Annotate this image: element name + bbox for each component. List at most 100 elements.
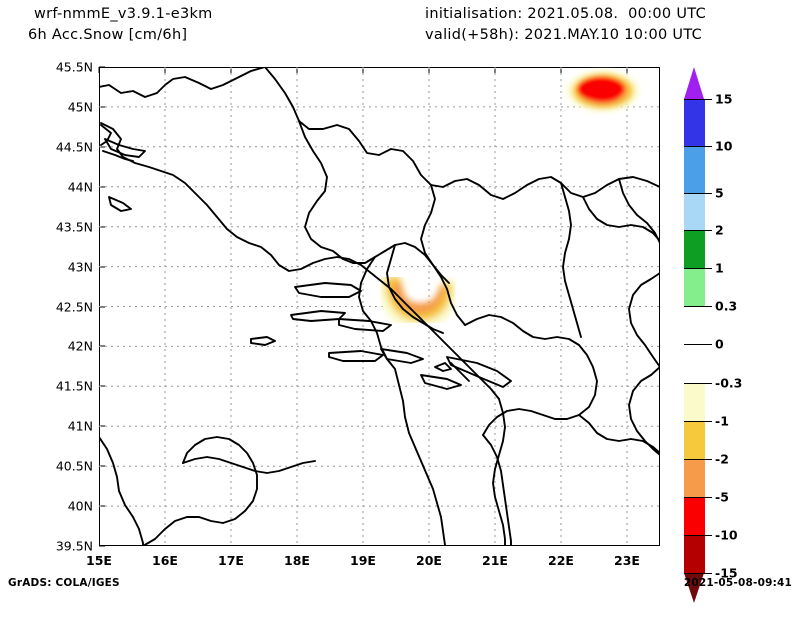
colorbar-arrow-bottom — [684, 573, 704, 603]
colorbar-tick-mark — [705, 497, 712, 498]
colorbar-tick-label: 15 — [715, 91, 733, 107]
colorbar-tick-label: -0.3 — [715, 375, 743, 391]
colorbar-tick-mark — [705, 573, 712, 574]
y-axis-tick-mark — [99, 66, 105, 68]
colorbar-band-separator — [684, 306, 705, 307]
x-axis-tick-mark — [98, 67, 100, 73]
colorbar-band[interactable] — [684, 383, 705, 421]
y-axis-tick-label: 44N — [67, 179, 93, 195]
colorbar-tick-label: 0.3 — [715, 298, 738, 314]
colorbar-tick-mark — [705, 459, 712, 460]
colorbar-band-separator — [684, 344, 705, 345]
x-axis-tick-label: 17E — [218, 553, 244, 568]
colorbar-tick-label: 10 — [715, 138, 733, 154]
x-axis-tick-mark — [626, 67, 628, 73]
y-axis-tick-label: 42N — [67, 338, 93, 354]
colorbar-band[interactable] — [684, 421, 705, 459]
field-blob-northeast — [565, 69, 641, 113]
y-axis-tick-label: 40.5N — [55, 458, 93, 474]
colorbar-band-separator — [684, 459, 705, 460]
colorbar-band[interactable] — [684, 99, 705, 146]
y-axis-tick-label: 44.5N — [55, 139, 93, 155]
colorbar-band-separator — [684, 230, 705, 231]
y-axis-tick-label: 39.5N — [55, 538, 93, 554]
colorbar-tick-mark — [705, 230, 712, 231]
y-axis-tick-mark — [99, 465, 105, 467]
model-name-label: wrf-nmmE_v3.9.1-e3km — [34, 6, 213, 22]
colorbar-tick-mark — [705, 344, 712, 345]
y-axis-tick-mark — [99, 385, 105, 387]
colorbar-tick-mark — [705, 146, 712, 147]
y-axis-tick-label: 40N — [67, 498, 93, 514]
colorbar-tick-mark — [705, 193, 712, 194]
y-axis-tick-mark — [99, 345, 105, 347]
colorbar-arrow-top — [684, 67, 704, 99]
colorbar-band-separator — [684, 421, 705, 422]
colorbar-band-separator — [684, 99, 705, 100]
colorbar-band[interactable] — [684, 535, 705, 573]
colorbar-tick-label: 1 — [715, 260, 724, 276]
x-axis-tick-label: 18E — [284, 553, 310, 568]
x-axis-tick-mark — [296, 67, 298, 73]
x-axis-tick-mark — [428, 67, 430, 73]
coastline-and-borders — [99, 67, 660, 546]
y-axis-tick-mark — [99, 266, 105, 268]
colorbar-tick-label: -10 — [715, 527, 738, 543]
colorbar-band-separator — [684, 497, 705, 498]
map-plot-area: 39.5N 40N 40.5N 41N 41.5N 42N 42.5N 43N 43.5N 44N… — [56, 60, 660, 568]
colorbar-band-separator — [684, 193, 705, 194]
y-axis-tick-mark — [99, 425, 105, 427]
colorbar[interactable]: 15 10 5 2 1 0.3 0 -0.3 -1 -2 -5 -10 -15 — [684, 67, 742, 603]
y-axis-tick-mark — [99, 505, 105, 507]
initialisation-label: initialisation: 2021.05.08. 00:00 UTC — [425, 6, 707, 22]
colorbar-band[interactable] — [684, 193, 705, 230]
colorbar-tick-mark — [705, 99, 712, 100]
y-axis-tick-mark — [99, 545, 105, 547]
y-axis-tick-label: 43.5N — [55, 219, 93, 235]
colorbar-band-separator — [684, 146, 705, 147]
colorbar-tick-label: 5 — [715, 185, 724, 201]
y-axis-tick-mark — [99, 226, 105, 228]
y-axis-tick-mark — [99, 306, 105, 307]
colorbar-band-separator — [684, 383, 705, 384]
colorbar-tick-label: -5 — [715, 489, 729, 505]
colorbar-tick-mark — [705, 421, 712, 422]
colorbar-tick-mark — [705, 535, 712, 536]
colorbar-tick-label: 2 — [715, 222, 724, 238]
y-axis-tick-label: 45N — [67, 99, 93, 115]
x-axis-tick-label: 19E — [350, 553, 376, 568]
y-axis-tick-label: 41.5N — [55, 378, 93, 394]
colorbar-tick-label: -15 — [715, 565, 738, 581]
colorbar-band[interactable] — [684, 230, 705, 268]
colorbar-band-separator — [684, 535, 705, 536]
x-axis-tick-mark — [164, 67, 166, 73]
x-axis-tick-mark — [494, 67, 496, 73]
colorbar-band[interactable] — [684, 268, 705, 306]
colorbar-tick-label: -2 — [715, 451, 729, 467]
colorbar-tick-mark — [705, 306, 712, 307]
x-axis-tick-label: 20E — [416, 553, 442, 568]
x-axis-tick-label: 16E — [152, 553, 178, 568]
x-axis-tick-mark — [362, 67, 364, 73]
x-axis-tick-mark — [230, 67, 232, 73]
colorbar-tick-label: -1 — [715, 413, 729, 429]
colorbar-band[interactable] — [684, 459, 705, 497]
colorbar-tick-label: 0 — [715, 336, 724, 352]
colorbar-band-separator — [684, 268, 705, 269]
x-axis-tick-label: 21E — [482, 553, 508, 568]
colorbar-tick-mark — [705, 383, 712, 384]
x-axis-tick-label: 22E — [548, 553, 574, 568]
x-axis-tick-label: 23E — [614, 553, 640, 568]
y-axis-tick-mark — [99, 186, 105, 188]
y-axis-tick-mark — [99, 106, 105, 108]
colorbar-tick-mark — [705, 268, 712, 269]
render-timestamp: 2021-05-08-09:41 — [683, 577, 792, 589]
valid-time-label: valid(+58h): 2021.MAY.10 10:00 UTC — [425, 27, 703, 43]
y-axis-tick-label: 41N — [67, 418, 93, 434]
x-axis-tick-mark — [560, 67, 562, 73]
colorbar-band[interactable] — [684, 497, 705, 535]
y-axis-tick-label: 45.5N — [55, 59, 93, 75]
y-axis-tick-mark — [99, 146, 105, 148]
y-axis-tick-label: 43N — [67, 259, 93, 275]
colorbar-band[interactable] — [684, 146, 705, 193]
